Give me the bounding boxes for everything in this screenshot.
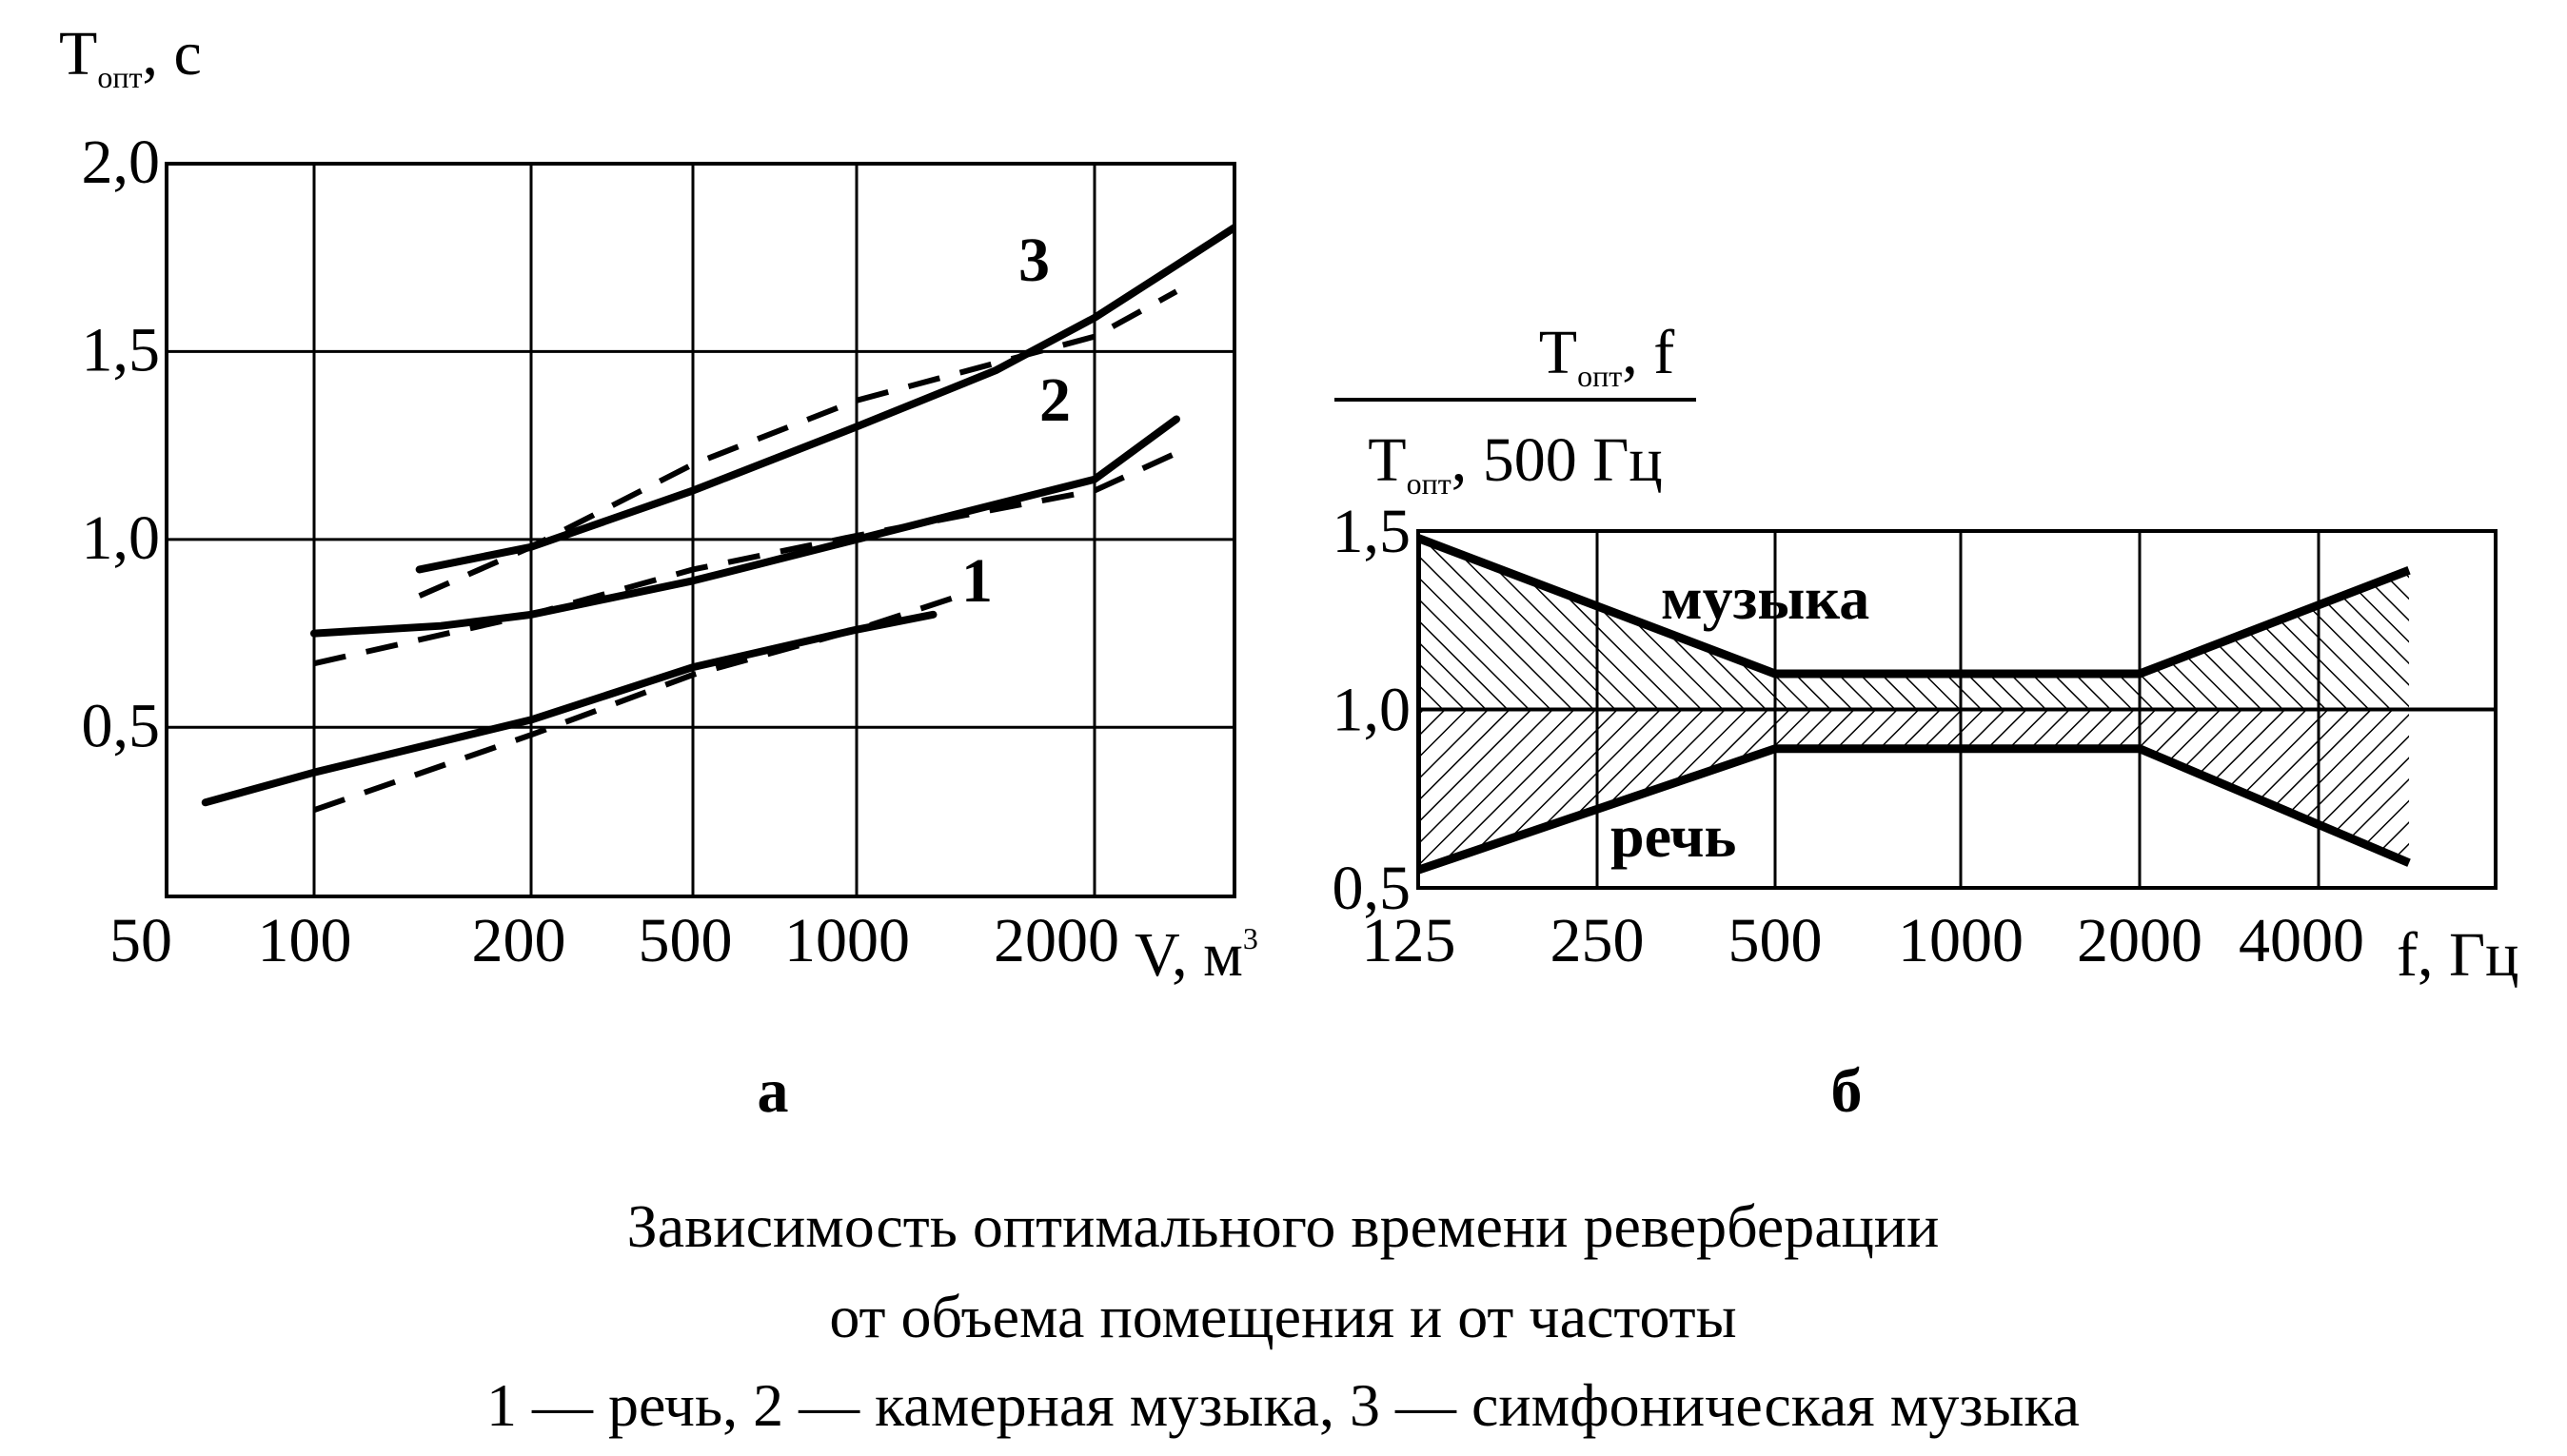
- chart-b-y-tick-label: 0,5: [1333, 854, 1412, 923]
- chart-a-series-1-dashed: [313, 593, 961, 814]
- chart-a-series-2-solid: [310, 415, 1180, 638]
- chart-a-ylabel: Tопт, с: [59, 19, 202, 94]
- chart-b-x-tick-label: 4000: [2239, 906, 2364, 975]
- caption-line-3: 1 — речь, 2 — камерная музыка, 3 — симфо…: [486, 1371, 2080, 1439]
- chart-a-frame: [165, 162, 1236, 898]
- chart-b-ylabel-denominator: Tопт, 500 Гц: [1368, 425, 1662, 501]
- caption-line-1: Зависимость оптимального времени ревербе…: [627, 1192, 1940, 1260]
- chart-b-label-speech: речь: [1610, 802, 1736, 870]
- chart-b-edge-speech: [1418, 744, 2411, 875]
- chart-a-x-tick-label: 100: [258, 906, 352, 975]
- chart-a: Tопт, с 0,5 1,0 1,5 2,0 50 100 200 500 1000 2000…: [59, 19, 1258, 1126]
- chart-a-x-tick-label: 1000: [784, 906, 910, 975]
- chart-a-series-label-2: 2: [1039, 365, 1071, 435]
- chart-a-series: [201, 224, 1234, 814]
- chart-b-x-tick-label: 125: [1362, 906, 1456, 975]
- chart-a-series-labels: 1 2 3: [961, 226, 1071, 616]
- chart-a-x-tick-label: 200: [472, 906, 566, 975]
- chart-a-series-1-solid: [201, 610, 938, 807]
- chart-a-series-label-1: 1: [961, 546, 993, 616]
- chart-b-y-ticks: 0,5 1,0 1,5: [1333, 497, 1412, 923]
- chart-b-label-music: музыка: [1661, 564, 1869, 632]
- chart-a-x-tick-label: 500: [639, 906, 733, 975]
- chart-a-x-tick-label: 50: [109, 906, 172, 975]
- caption: Зависимость оптимального времени ревербе…: [486, 1192, 2080, 1439]
- chart-a-panel-label: а: [758, 1056, 789, 1126]
- chart-b-area-speech: [1418, 709, 2410, 871]
- chart-b-frame: [1416, 529, 2498, 890]
- chart-a-grid: [167, 162, 1234, 896]
- chart-b-ylabel-numerator: Tопт, f: [1539, 318, 1674, 393]
- caption-line-2: от объема помещения и от частоты: [829, 1283, 1736, 1350]
- chart-b: Tопт, f Tопт, 500 Гц 0,5 1,0 1,5 125 250 500…: [1333, 318, 2519, 1126]
- chart-b-panel-label: б: [1831, 1056, 1863, 1126]
- chart-a-series-3-solid: [415, 224, 1234, 574]
- chart-b-x-tick-label: 1000: [1898, 906, 2024, 975]
- chart-a-series-label-3: 3: [1018, 226, 1050, 295]
- chart-b-x-tick-label: 500: [1728, 906, 1823, 975]
- chart-a-xlabel: V, м3: [1135, 920, 1258, 990]
- chart-a-y-tick-label: 0,5: [82, 691, 161, 760]
- chart-b-y-tick-label: 1,0: [1333, 676, 1412, 745]
- chart-a-series-2-dashed: [313, 450, 1178, 667]
- chart-b-x-ticks: 125 250 500 1000 2000 4000: [1362, 906, 2365, 975]
- chart-a-y-tick-label: 2,0: [82, 128, 161, 197]
- chart-a-y-tick-label: 1,0: [82, 503, 161, 573]
- chart-a-y-tick-label: 1,5: [82, 315, 161, 384]
- chart-b-x-tick-label: 2000: [2077, 906, 2202, 975]
- chart-b-edge-music: [1418, 534, 2411, 679]
- chart-b-areas: [1418, 534, 2496, 875]
- chart-b-y-tick-label: 1,5: [1333, 497, 1412, 566]
- chart-a-x-ticks: 50 100 200 500 1000 2000: [109, 906, 1119, 975]
- chart-a-x-tick-label: 2000: [994, 906, 1119, 975]
- chart-b-xlabel: f, Гц: [2397, 920, 2518, 990]
- chart-a-y-ticks: 0,5 1,0 1,5 2,0: [82, 128, 161, 760]
- chart-b-x-tick-label: 250: [1550, 906, 1645, 975]
- chart-a-series-3-dashed: [418, 288, 1178, 599]
